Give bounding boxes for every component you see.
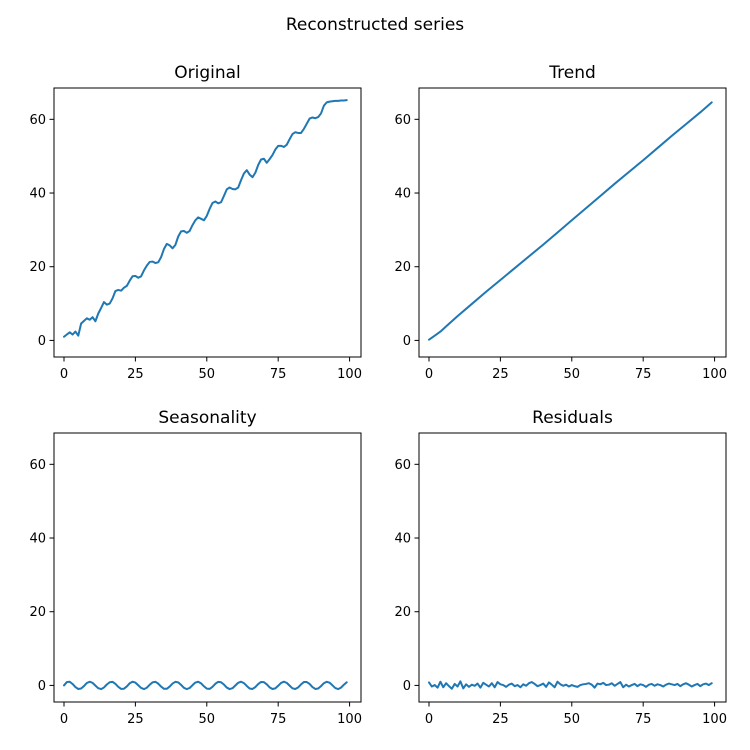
y-tick-label: 60 [394, 113, 411, 128]
y-tick-label: 20 [29, 605, 46, 620]
x-tick-label: 25 [127, 367, 144, 382]
subplot-title: Residuals [532, 408, 613, 428]
x-tick-label: 0 [60, 712, 68, 727]
y-tick-label: 0 [403, 334, 411, 349]
x-tick-label: 0 [425, 367, 433, 382]
y-tick-label: 40 [394, 187, 411, 202]
x-tick-label: 0 [60, 367, 68, 382]
series-line-residuals [428, 680, 713, 690]
series-line-trend [428, 101, 713, 341]
y-tick-label: 60 [29, 113, 46, 128]
x-tick-label: 100 [702, 367, 727, 382]
y-tick-label: 20 [29, 260, 46, 275]
x-tick-label: 75 [270, 712, 287, 727]
axes-frame [53, 432, 362, 703]
subplot-title: Trend [548, 63, 596, 83]
y-tick-label: 40 [394, 532, 411, 547]
subplot-residuals: Residuals 0 25 50 75 100 0 20 40 60 [394, 408, 727, 727]
axes-frame [418, 87, 727, 358]
x-tick-label: 50 [564, 367, 581, 382]
y-tick-label: 40 [29, 532, 46, 547]
y-tick-label: 20 [394, 260, 411, 275]
y-tick-label: 0 [38, 679, 46, 694]
x-tick-label: 25 [127, 712, 144, 727]
x-tick-label: 100 [702, 712, 727, 727]
y-tick-label: 0 [38, 334, 46, 349]
subplot-title: Original [174, 63, 241, 83]
y-tick-label: 20 [394, 605, 411, 620]
y-tick-label: 60 [29, 458, 46, 473]
x-tick-label: 75 [635, 712, 652, 727]
subplot-seasonality: Seasonality 0 25 50 75 100 0 20 40 60 [29, 408, 362, 727]
x-tick-label: 50 [199, 712, 216, 727]
subplot-trend: Trend 0 25 50 75 100 0 20 40 60 [394, 63, 727, 382]
x-tick-label: 75 [270, 367, 287, 382]
y-tick-label: 0 [403, 679, 411, 694]
x-tick-label: 50 [564, 712, 581, 727]
figure-title: Reconstructed series [286, 15, 464, 35]
x-tick-label: 75 [635, 367, 652, 382]
axes-frame [418, 432, 727, 703]
x-tick-label: 25 [492, 712, 509, 727]
y-tick-label: 40 [29, 187, 46, 202]
x-tick-label: 25 [492, 367, 509, 382]
x-tick-label: 100 [337, 712, 362, 727]
subplot-original: Original 0 25 50 75 100 0 20 40 60 [29, 63, 362, 382]
axes-frame [53, 87, 362, 358]
subplot-title: Seasonality [158, 408, 256, 428]
x-tick-label: 0 [425, 712, 433, 727]
series-line-original [63, 99, 348, 338]
series-line-seasonality [63, 680, 348, 691]
x-tick-label: 100 [337, 367, 362, 382]
y-tick-label: 60 [394, 458, 411, 473]
x-tick-label: 50 [199, 367, 216, 382]
